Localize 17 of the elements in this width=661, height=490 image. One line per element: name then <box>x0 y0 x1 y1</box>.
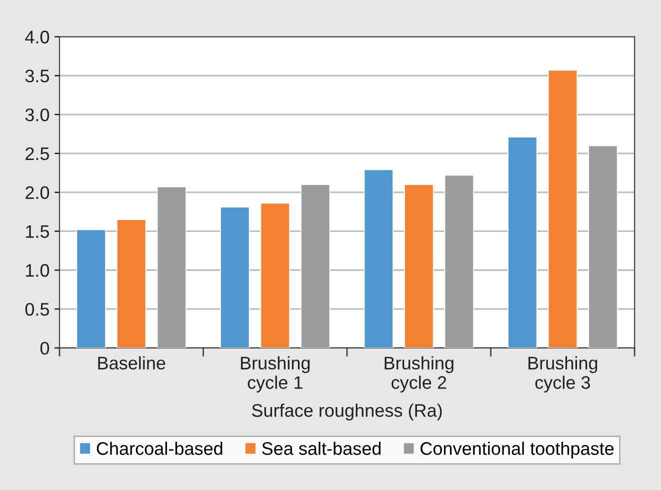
y-tick-label: 2.0 <box>26 186 50 200</box>
legend-label: Conventional toothpaste <box>420 442 614 459</box>
x-tick-label: Brushing cycle 3 <box>528 356 598 393</box>
y-tick-label: 3.0 <box>25 108 50 122</box>
y-tick-label: 0 <box>40 342 50 355</box>
y-tick-label: 1.5 <box>26 225 50 238</box>
x-tick-label: Brushing cycle 2 <box>384 356 454 393</box>
x-axis-title: Surface roughness (Ra) <box>252 404 442 420</box>
y-tick-label: 0.5 <box>25 302 50 316</box>
x-tick-label: Brushing cycle 1 <box>240 356 310 393</box>
legend-label: Sea salt-based <box>262 442 381 455</box>
y-tick-label: 3.5 <box>25 70 50 82</box>
y-tick-label: 4.0 <box>25 30 50 44</box>
y-tick-label: 2.5 <box>26 147 50 160</box>
y-tick-label: 1.0 <box>26 264 50 277</box>
x-tick-label: Baseline <box>98 356 166 370</box>
legend-label: Charcoal-based <box>96 442 222 455</box>
